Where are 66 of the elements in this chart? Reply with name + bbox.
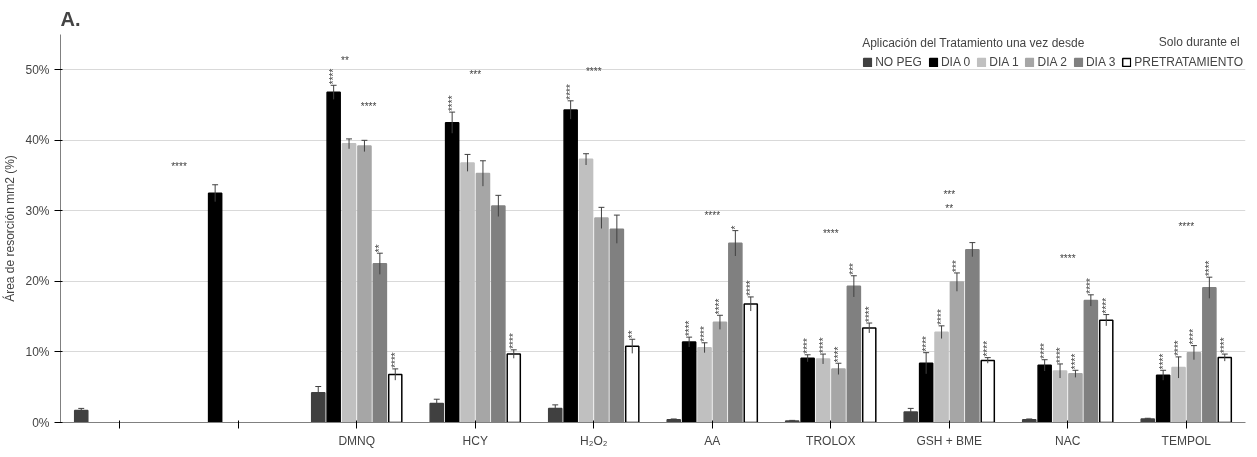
annotation: ** — [945, 203, 954, 215]
annotation: *** — [469, 69, 482, 81]
annotation: **** — [1178, 221, 1195, 233]
annotation: **** — [704, 210, 721, 222]
x-tick-label: NAC — [1055, 433, 1081, 448]
data-label: **** — [683, 320, 695, 337]
data-label: **** — [863, 306, 875, 322]
legend-label: DIA 2 — [1037, 55, 1067, 69]
data-label: **** — [802, 338, 814, 354]
data-label: **** — [565, 84, 577, 100]
data-label: **** — [745, 280, 757, 296]
annotation: ** — [341, 55, 349, 67]
legend-label: PRETRATAMIENTO — [1134, 55, 1243, 69]
x-tick-label: GSH + BME — [916, 433, 983, 448]
data-label: **** — [699, 326, 711, 342]
data-label: **** — [389, 352, 401, 368]
annotation: **** — [1059, 252, 1076, 264]
data-label: **** — [1188, 328, 1200, 345]
y-tick-label: 0% — [32, 415, 50, 430]
annotation: *** — [943, 189, 956, 201]
data-label: **** — [817, 337, 829, 354]
data-label: *** — [951, 260, 963, 272]
annotation: **** — [822, 228, 839, 240]
annotation: Solo durante el — [1158, 35, 1240, 50]
x-tick-label: DMNQ — [338, 433, 376, 448]
y-tick-label: 10% — [25, 344, 50, 359]
chart-title: A. — [60, 7, 81, 30]
data-label: **** — [1203, 260, 1215, 277]
x-tick-label: TROLOX — [806, 433, 856, 448]
data-label: **** — [832, 346, 844, 363]
x-tick-label: H₂O₂ — [580, 433, 608, 448]
x-tick-label: AA — [704, 433, 721, 448]
annotation: **** — [171, 161, 187, 173]
legend-label: DIA 3 — [1085, 55, 1116, 69]
data-label: **** — [1219, 337, 1231, 354]
data-label: **** — [982, 340, 994, 357]
data-label: ** — [626, 330, 638, 339]
data-label: **** — [328, 68, 340, 85]
legend-label: DIA 1 — [989, 55, 1019, 69]
data-label: **** — [1039, 342, 1051, 359]
legend-label: DIA 0 — [940, 55, 971, 69]
data-label: **** — [1157, 353, 1169, 370]
data-label: **** — [1054, 347, 1066, 363]
data-label: * — [729, 225, 741, 230]
data-label: **** — [714, 298, 726, 315]
y-axis-title: Área de resorción mm2 (%) — [2, 155, 18, 302]
data-label: ** — [374, 244, 386, 253]
data-label: **** — [508, 333, 520, 349]
data-label: **** — [920, 335, 932, 352]
y-tick-label: 30% — [25, 203, 50, 218]
annotation: **** — [585, 65, 602, 77]
x-tick-label: TEMPOL — [1161, 433, 1212, 448]
legend-label: NO PEG — [875, 55, 922, 69]
y-tick-label: 20% — [25, 274, 50, 289]
data-label: **** — [1100, 297, 1112, 314]
data-label: **** — [1085, 278, 1097, 294]
y-tick-label: 50% — [25, 62, 50, 77]
data-label: **** — [1069, 353, 1081, 370]
data-label: **** — [1173, 340, 1185, 356]
data-label: *** — [848, 262, 860, 275]
annotation: **** — [360, 101, 377, 113]
data-label: **** — [936, 309, 948, 325]
data-label: **** — [446, 95, 458, 112]
y-tick-label: 40% — [25, 133, 50, 148]
x-tick-label: HCY — [462, 433, 488, 448]
legend-title: Aplicación del Tratamiento una vez desde — [862, 36, 1085, 50]
